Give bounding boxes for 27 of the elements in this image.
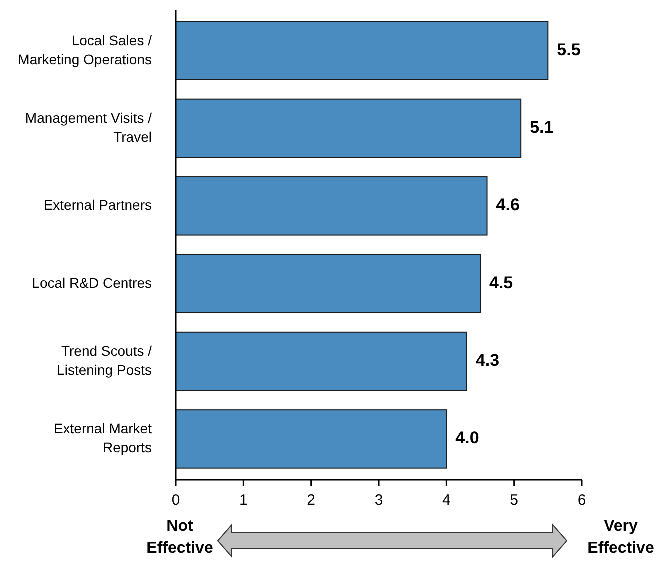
y-tick-label: Local Sales / Marketing Operations — [18, 32, 152, 67]
bar — [176, 332, 468, 392]
x-tick-label: 5 — [510, 492, 519, 509]
data-label: 4.3 — [476, 351, 500, 370]
text: Very Effective — [588, 518, 654, 558]
y-tick-label: Management Visits / Travel — [25, 110, 152, 145]
y-tick-label: Trend Scouts / Listening Posts — [57, 342, 152, 378]
x-tick-label: 3 — [374, 492, 384, 509]
y-tick-label: External Market Reports — [54, 420, 152, 456]
x-tick-label: 0 — [172, 492, 180, 509]
data-label: 4.0 — [456, 428, 480, 448]
text: Not Effective — [146, 518, 214, 558]
y-tick-label: External Partners — [44, 196, 152, 213]
data-label: 5.5 — [557, 40, 581, 60]
x-tick-label: 6 — [578, 492, 586, 509]
x-tick-label: 4 — [442, 492, 451, 509]
y-tick-label: Local R&D Centres — [32, 274, 152, 291]
data-label: 4.5 — [490, 273, 514, 292]
data-label: 4.6 — [496, 196, 520, 215]
bar — [176, 21, 549, 80]
bar — [176, 98, 522, 158]
x-tick-label: 1 — [239, 492, 248, 509]
bar — [176, 176, 488, 236]
bar — [176, 254, 481, 314]
bar — [176, 410, 448, 469]
x-tick-label: 2 — [307, 492, 316, 509]
data-label: 5.1 — [530, 118, 554, 137]
